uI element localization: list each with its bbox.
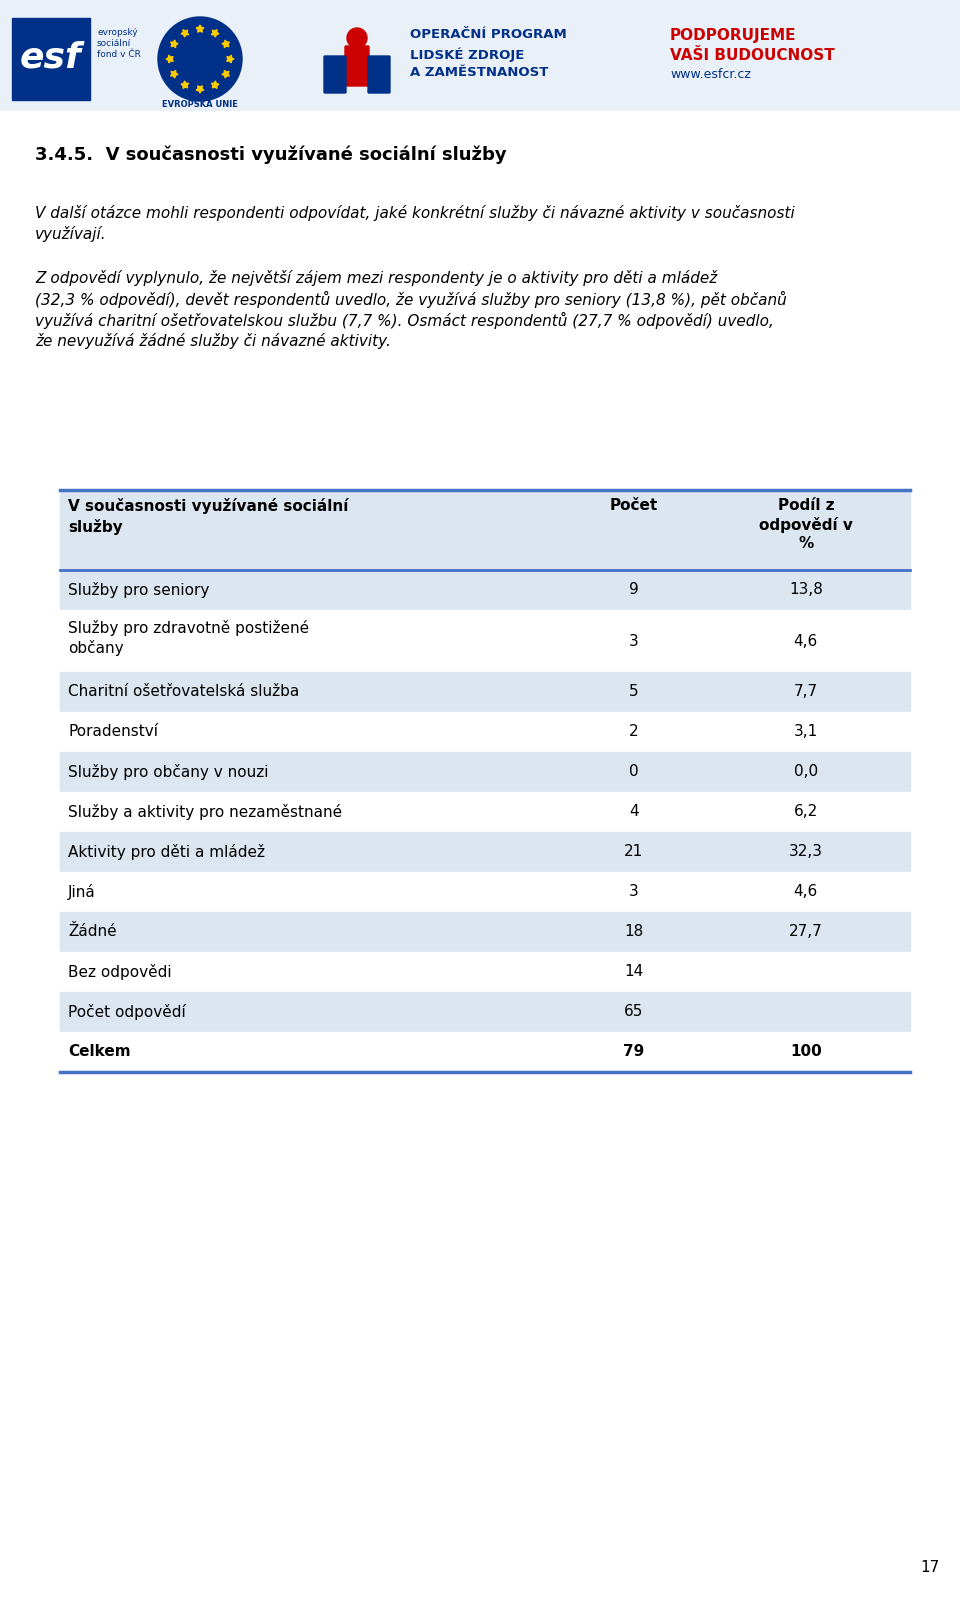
Text: 79: 79 xyxy=(623,1045,644,1059)
Bar xyxy=(60,912,910,952)
Text: občany: občany xyxy=(68,640,124,656)
Text: 17: 17 xyxy=(921,1560,940,1574)
Text: Z odpovědí vyplynulo, že největší zájem mezi respondenty je o aktivity pro děti : Z odpovědí vyplynulo, že největší zájem … xyxy=(35,270,717,286)
Bar xyxy=(320,19,395,99)
Bar xyxy=(60,792,910,832)
Text: Počet: Počet xyxy=(610,498,658,514)
Text: Žádné: Žádné xyxy=(68,925,116,939)
Polygon shape xyxy=(211,82,219,88)
Text: 4: 4 xyxy=(629,805,638,819)
Text: 27,7: 27,7 xyxy=(789,925,823,939)
Text: PODPORUJEME: PODPORUJEME xyxy=(670,27,797,43)
Bar xyxy=(60,832,910,872)
Text: Charitní ošetřovatelská služba: Charitní ošetřovatelská služba xyxy=(68,685,300,699)
Text: esf: esf xyxy=(20,42,82,75)
Text: 7,7: 7,7 xyxy=(794,685,818,699)
Text: 21: 21 xyxy=(624,845,643,859)
Text: EVROPSKÁ UNIE: EVROPSKÁ UNIE xyxy=(162,99,238,109)
Bar xyxy=(60,872,910,912)
Polygon shape xyxy=(222,40,229,48)
Circle shape xyxy=(347,27,367,48)
Text: %: % xyxy=(799,536,813,550)
Bar xyxy=(60,610,910,672)
Bar xyxy=(60,992,910,1032)
Text: Bez odpovědi: Bez odpovědi xyxy=(68,963,172,979)
FancyBboxPatch shape xyxy=(368,56,390,93)
Text: že nevyužívá žádné služby či návazné aktivity.: že nevyužívá žádné služby či návazné akt… xyxy=(35,333,391,349)
Text: využívá charitní ošetřovatelskou službu (7,7 %). Osmáct respondentů (27,7 % odpo: využívá charitní ošetřovatelskou službu … xyxy=(35,312,774,330)
Text: 4,6: 4,6 xyxy=(794,634,818,648)
Text: Služby pro občany v nouzi: Služby pro občany v nouzi xyxy=(68,765,269,781)
Text: V další otázce mohli respondenti odpovídat, jaké konkrétní služby či návazné akt: V další otázce mohli respondenti odpovíd… xyxy=(35,205,795,221)
Bar xyxy=(60,672,910,712)
Text: 3,1: 3,1 xyxy=(794,725,818,739)
Polygon shape xyxy=(171,70,178,78)
Text: 100: 100 xyxy=(790,1045,822,1059)
Text: 2: 2 xyxy=(629,725,638,739)
Text: Počet odpovědí: Počet odpovědí xyxy=(68,1005,185,1021)
Text: VAŠI BUDOUCNOST: VAŠI BUDOUCNOST xyxy=(670,48,835,62)
Text: www.esfcr.cz: www.esfcr.cz xyxy=(670,67,751,82)
Polygon shape xyxy=(196,26,204,32)
Polygon shape xyxy=(222,70,229,78)
Text: OPERAČNÍ PROGRAM: OPERAČNÍ PROGRAM xyxy=(410,27,566,42)
Bar xyxy=(60,490,910,570)
Text: A ZAMĚSTNANOST: A ZAMĚSTNANOST xyxy=(410,66,548,78)
Text: 4,6: 4,6 xyxy=(794,885,818,899)
Text: Poradenství: Poradenství xyxy=(68,725,158,739)
Text: sociální: sociální xyxy=(97,38,132,48)
Polygon shape xyxy=(166,54,173,62)
Polygon shape xyxy=(211,29,219,37)
Text: 3: 3 xyxy=(629,885,638,899)
Bar xyxy=(0,0,960,110)
Text: (32,3 % odpovědí), devět respondentů uvedlo, že využívá služby pro seniory (13,8: (32,3 % odpovědí), devět respondentů uve… xyxy=(35,291,787,309)
Text: evropský: evropský xyxy=(97,27,137,37)
Text: 0: 0 xyxy=(629,765,638,779)
Text: služby: služby xyxy=(68,518,123,534)
Text: Služby a aktivity pro nezaměstnané: Služby a aktivity pro nezaměstnané xyxy=(68,803,342,819)
Text: LIDSKÉ ZDROJE: LIDSKÉ ZDROJE xyxy=(410,46,524,61)
Text: 6,2: 6,2 xyxy=(794,805,818,819)
Circle shape xyxy=(158,18,242,101)
Bar xyxy=(60,952,910,992)
Polygon shape xyxy=(171,40,178,48)
Text: Služby pro zdravotně postižené: Služby pro zdravotně postižené xyxy=(68,619,309,635)
Text: 65: 65 xyxy=(624,1005,643,1019)
FancyBboxPatch shape xyxy=(324,56,346,93)
Text: Podíl z: Podíl z xyxy=(778,498,834,514)
Text: odpovědí v: odpovědí v xyxy=(759,517,852,533)
Text: 5: 5 xyxy=(629,685,638,699)
Bar xyxy=(12,18,90,99)
Text: Aktivity pro děti a mládež: Aktivity pro děti a mládež xyxy=(68,845,265,861)
FancyBboxPatch shape xyxy=(345,46,369,86)
Polygon shape xyxy=(181,82,189,88)
Text: 3.4.5.  V současnosti využívané sociální služby: 3.4.5. V současnosti využívané sociální … xyxy=(35,146,507,163)
Text: fond v ČR: fond v ČR xyxy=(97,50,141,59)
Text: 0,0: 0,0 xyxy=(794,765,818,779)
Polygon shape xyxy=(227,54,234,62)
Text: Jiná: Jiná xyxy=(68,883,96,899)
Text: V současnosti využívané sociální: V současnosti využívané sociální xyxy=(68,498,348,514)
Polygon shape xyxy=(196,86,204,93)
Text: Služby pro seniory: Služby pro seniory xyxy=(68,582,209,598)
Bar xyxy=(60,570,910,610)
Text: Celkem: Celkem xyxy=(68,1045,131,1059)
Text: 9: 9 xyxy=(629,582,638,597)
Polygon shape xyxy=(181,29,189,37)
Text: využívají.: využívají. xyxy=(35,226,107,242)
Text: 18: 18 xyxy=(624,925,643,939)
Text: 32,3: 32,3 xyxy=(789,845,823,859)
Bar xyxy=(60,1032,910,1072)
Text: 13,8: 13,8 xyxy=(789,582,823,597)
Text: 3: 3 xyxy=(629,634,638,648)
Bar xyxy=(60,752,910,792)
Text: 14: 14 xyxy=(624,965,643,979)
Bar xyxy=(60,712,910,752)
